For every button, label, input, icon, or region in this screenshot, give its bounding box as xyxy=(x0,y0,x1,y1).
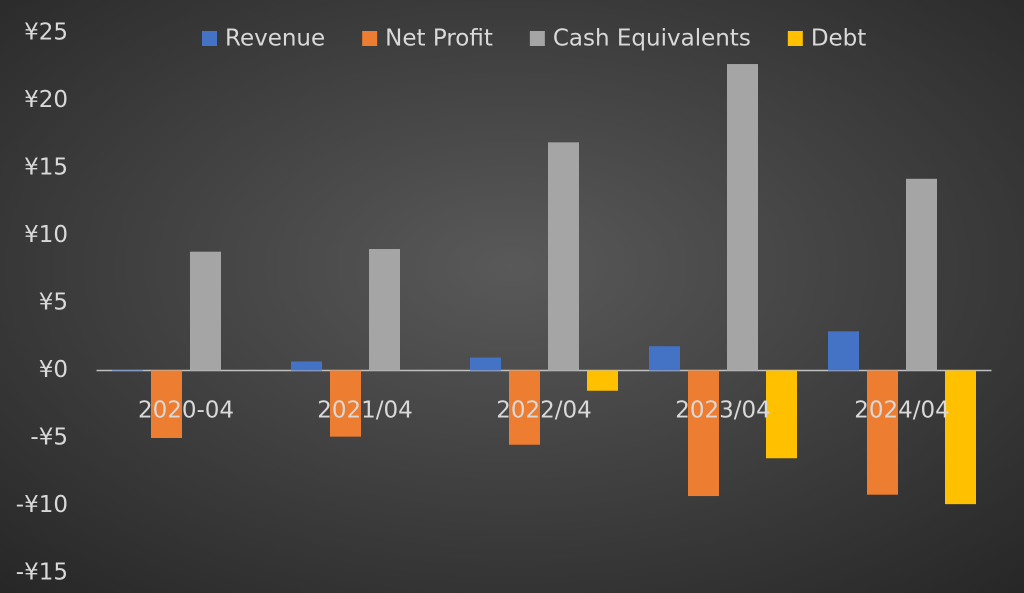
y-tick-label: ¥10 xyxy=(24,222,68,248)
bar xyxy=(867,370,898,495)
bar xyxy=(766,370,797,459)
x-tick-label: 2022/04 xyxy=(496,398,592,424)
bar xyxy=(151,370,182,438)
y-tick-label: -¥15 xyxy=(16,560,68,586)
bar xyxy=(369,249,400,371)
y-tick-label: ¥20 xyxy=(24,87,68,113)
y-tick-label: ¥25 xyxy=(24,20,68,46)
legend-swatch xyxy=(529,31,545,46)
x-tick-label: 2021/04 xyxy=(317,398,413,424)
bar xyxy=(291,361,322,371)
x-tick-label: 2024/04 xyxy=(854,398,950,424)
legend-label: Debt xyxy=(811,26,866,52)
bar xyxy=(649,346,680,371)
bar xyxy=(828,331,859,371)
legend-swatch xyxy=(362,31,378,46)
bar xyxy=(548,142,579,371)
legend-label: Net Profit xyxy=(385,26,493,52)
y-tick-label: -¥5 xyxy=(30,425,68,451)
bar xyxy=(945,370,976,505)
bar xyxy=(330,370,361,437)
bar xyxy=(906,178,937,371)
bar xyxy=(112,369,143,371)
x-tick-label: 2020-04 xyxy=(138,398,234,424)
legend-label: Cash Equivalents xyxy=(553,26,751,52)
bar xyxy=(587,370,618,391)
x-tick-label: 2023/04 xyxy=(675,398,771,424)
bar xyxy=(688,370,719,497)
legend-label: Revenue xyxy=(225,26,325,52)
legend-swatch xyxy=(202,31,217,46)
legend-swatch xyxy=(787,31,803,46)
bar xyxy=(509,370,540,445)
bar xyxy=(727,64,758,371)
bar xyxy=(190,251,221,371)
y-tick-label: ¥5 xyxy=(39,290,68,316)
y-tick-label: -¥10 xyxy=(16,492,68,518)
bar xyxy=(470,357,501,371)
y-tick-label: ¥15 xyxy=(24,155,68,181)
y-tick-label: ¥0 xyxy=(39,357,68,383)
